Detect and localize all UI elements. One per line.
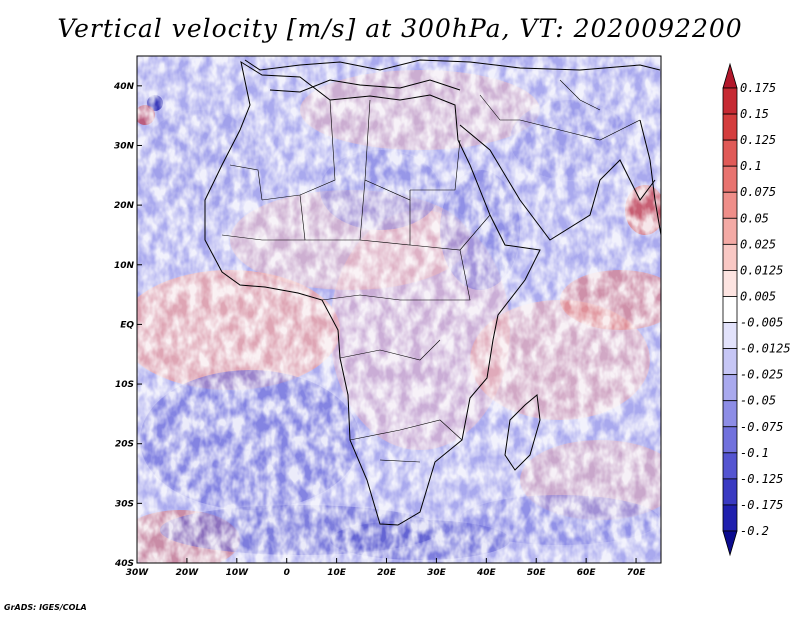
mediterranean-coastline: [269, 79, 461, 93]
lat-tick-label: 20N: [114, 201, 135, 211]
colorbar-label: 0.005: [740, 289, 776, 303]
country-borders: [221, 79, 641, 463]
lon-tick-label: 50E: [527, 568, 547, 578]
madagascar-coastline: [504, 394, 541, 471]
colorbar-segment: [722, 478, 738, 506]
colorbar-top-triangle: [722, 62, 738, 89]
africa-coastline: [204, 60, 541, 526]
grads-credit: GrADS: IGES/COLA: [4, 603, 87, 612]
colorbar-segment: [722, 374, 738, 402]
colorbar-segment: [722, 191, 738, 219]
europe-coastline: [244, 59, 661, 71]
longitude-labels: 30W 20W 10W 0 10E 20E 30E 40E 50E 60E 70E: [126, 568, 646, 578]
colorbar-label: -0.175: [740, 498, 783, 512]
colorbar-labels: 0.175 0.15 0.125 0.1 0.075 0.05 0.025 0.0125 0.0…: [740, 81, 791, 538]
lon-tick-label: 10W: [226, 568, 250, 578]
lat-tick-label: 10N: [114, 261, 135, 271]
colorbar-segment: [722, 452, 738, 480]
colorbar-bottom-triangle: [722, 530, 738, 557]
colorbar-label: 0.025: [740, 237, 776, 251]
colorbar-segment: [722, 400, 738, 428]
colorbar-segment: [722, 113, 738, 141]
colorbar-label: -0.0125: [740, 342, 791, 356]
lon-tick-label: 20E: [377, 568, 397, 578]
lat-tick-label: EQ: [120, 320, 134, 330]
lon-tick-label: 70E: [627, 568, 647, 578]
colorbar-label: -0.2: [740, 524, 769, 538]
colorbar-segment: [722, 139, 738, 167]
colorbar-segment: [722, 217, 738, 245]
map-frame: [136, 55, 662, 564]
colorbar-label: 0.15: [740, 107, 769, 121]
colorbar-label: -0.025: [740, 368, 783, 382]
colorbar-segment: [722, 296, 738, 323]
lat-tick-label: 10S: [115, 380, 134, 390]
colorbar-label: 0.075: [740, 185, 776, 199]
lon-tick-label: 10E: [327, 568, 347, 578]
lat-tick-label: 40S: [114, 559, 134, 569]
colorbar-segment: [722, 243, 738, 271]
colorbar-label: -0.075: [740, 420, 783, 434]
lon-tick-label: 20W: [176, 568, 200, 578]
axis-ticks: [136, 85, 637, 564]
lon-tick-label: 30E: [427, 568, 447, 578]
colorbar: [722, 62, 738, 557]
colorbar-label: 0.125: [740, 133, 776, 147]
colorbar-segment: [722, 426, 738, 454]
colorbar-segment: [722, 165, 738, 193]
colorbar-segment: [722, 504, 738, 532]
lon-tick-label: 40E: [476, 568, 497, 578]
colorbar-label: -0.05: [740, 394, 776, 408]
lat-tick-label: 40N: [113, 82, 135, 92]
colorbar-label: -0.005: [740, 316, 783, 330]
colorbar-label: 0.175: [740, 81, 776, 95]
lat-tick-label: 30N: [114, 141, 135, 151]
lon-tick-label: 0: [284, 568, 290, 578]
lon-tick-label: 60E: [577, 568, 597, 578]
colorbar-segment: [722, 270, 738, 297]
colorbar-segment: [722, 87, 738, 115]
lat-tick-label: 30S: [115, 499, 134, 509]
lon-tick-label: 30W: [126, 568, 150, 578]
arabia-coastline: [459, 124, 656, 241]
velocity-field: [137, 56, 661, 563]
lat-tick-label: 20S: [115, 440, 134, 450]
coastlines: [204, 59, 662, 526]
map-title: Vertical velocity [m/s] at 300hPa, VT: 2…: [57, 14, 743, 43]
latitude-labels: 40N 30N 20N 10N EQ 10S 20S 30S 40S: [113, 82, 135, 569]
colorbar-segment: [722, 348, 738, 376]
india-coastline: [639, 119, 662, 236]
colorbar-label: -0.125: [740, 472, 783, 486]
colorbar-label: 0.05: [740, 211, 769, 225]
colorbar-label: 0.1: [740, 159, 762, 173]
colorbar-segment: [722, 322, 738, 349]
colorbar-label: 0.0125: [740, 263, 783, 277]
colorbar-label: -0.1: [740, 446, 769, 460]
